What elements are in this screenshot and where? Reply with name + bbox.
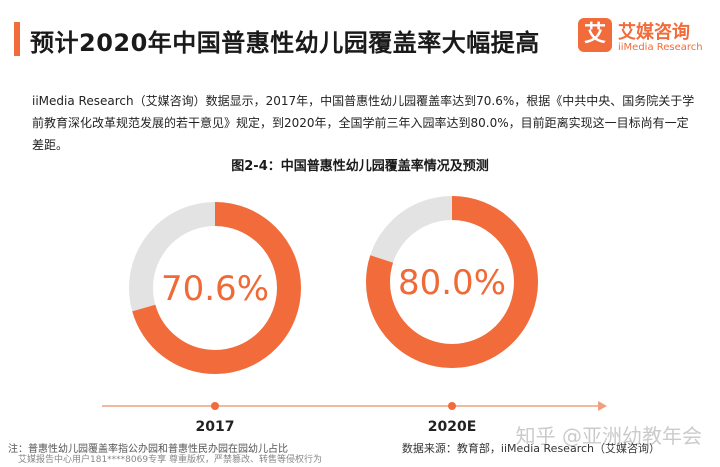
- data-source: 数据来源：教育部，iiMedia Research（艾媒咨询）: [401, 442, 660, 455]
- donut-value-label: 80.0%: [398, 263, 506, 303]
- logo-mark: 艾: [578, 18, 612, 52]
- donut-value-arc-2020E: [366, 196, 538, 368]
- timeline-marker-2017: [211, 402, 219, 410]
- timeline-arrowhead: [598, 401, 607, 411]
- copyright-note: 艾媒报告中心用户181****8069专享 尊重版权，严禁篡改、转售等侵权行为: [18, 455, 322, 465]
- brand-logo: 艾 艾媒咨询 iiMedia Research: [578, 16, 706, 60]
- logo-name-cn: 艾媒咨询: [618, 22, 690, 43]
- title-accent-bar: [14, 22, 20, 56]
- description-text: iiMedia Research（艾媒咨询）数据显示，2017年，中国普惠性幼儿…: [32, 94, 695, 152]
- timeline-marker-2020E: [448, 402, 456, 410]
- category-label: 2020E: [428, 419, 477, 435]
- donut-value-arc-2017: [129, 202, 301, 374]
- page-title: 预计2020年中国普惠性幼儿园覆盖率大幅提高: [30, 29, 540, 57]
- footnote: 注：普惠性幼儿园覆盖率指公办园和普惠性民办园在园幼儿占比: [8, 444, 288, 455]
- chart-title: 图2-4：中国普惠性幼儿园覆盖率情况及预测: [231, 159, 489, 174]
- watermark-text: 知乎 @亚洲幼教年会: [515, 424, 702, 448]
- donut-value-label: 70.6%: [161, 269, 269, 309]
- category-label: 2017: [196, 419, 235, 435]
- logo-name-en: iiMedia Research: [618, 42, 703, 53]
